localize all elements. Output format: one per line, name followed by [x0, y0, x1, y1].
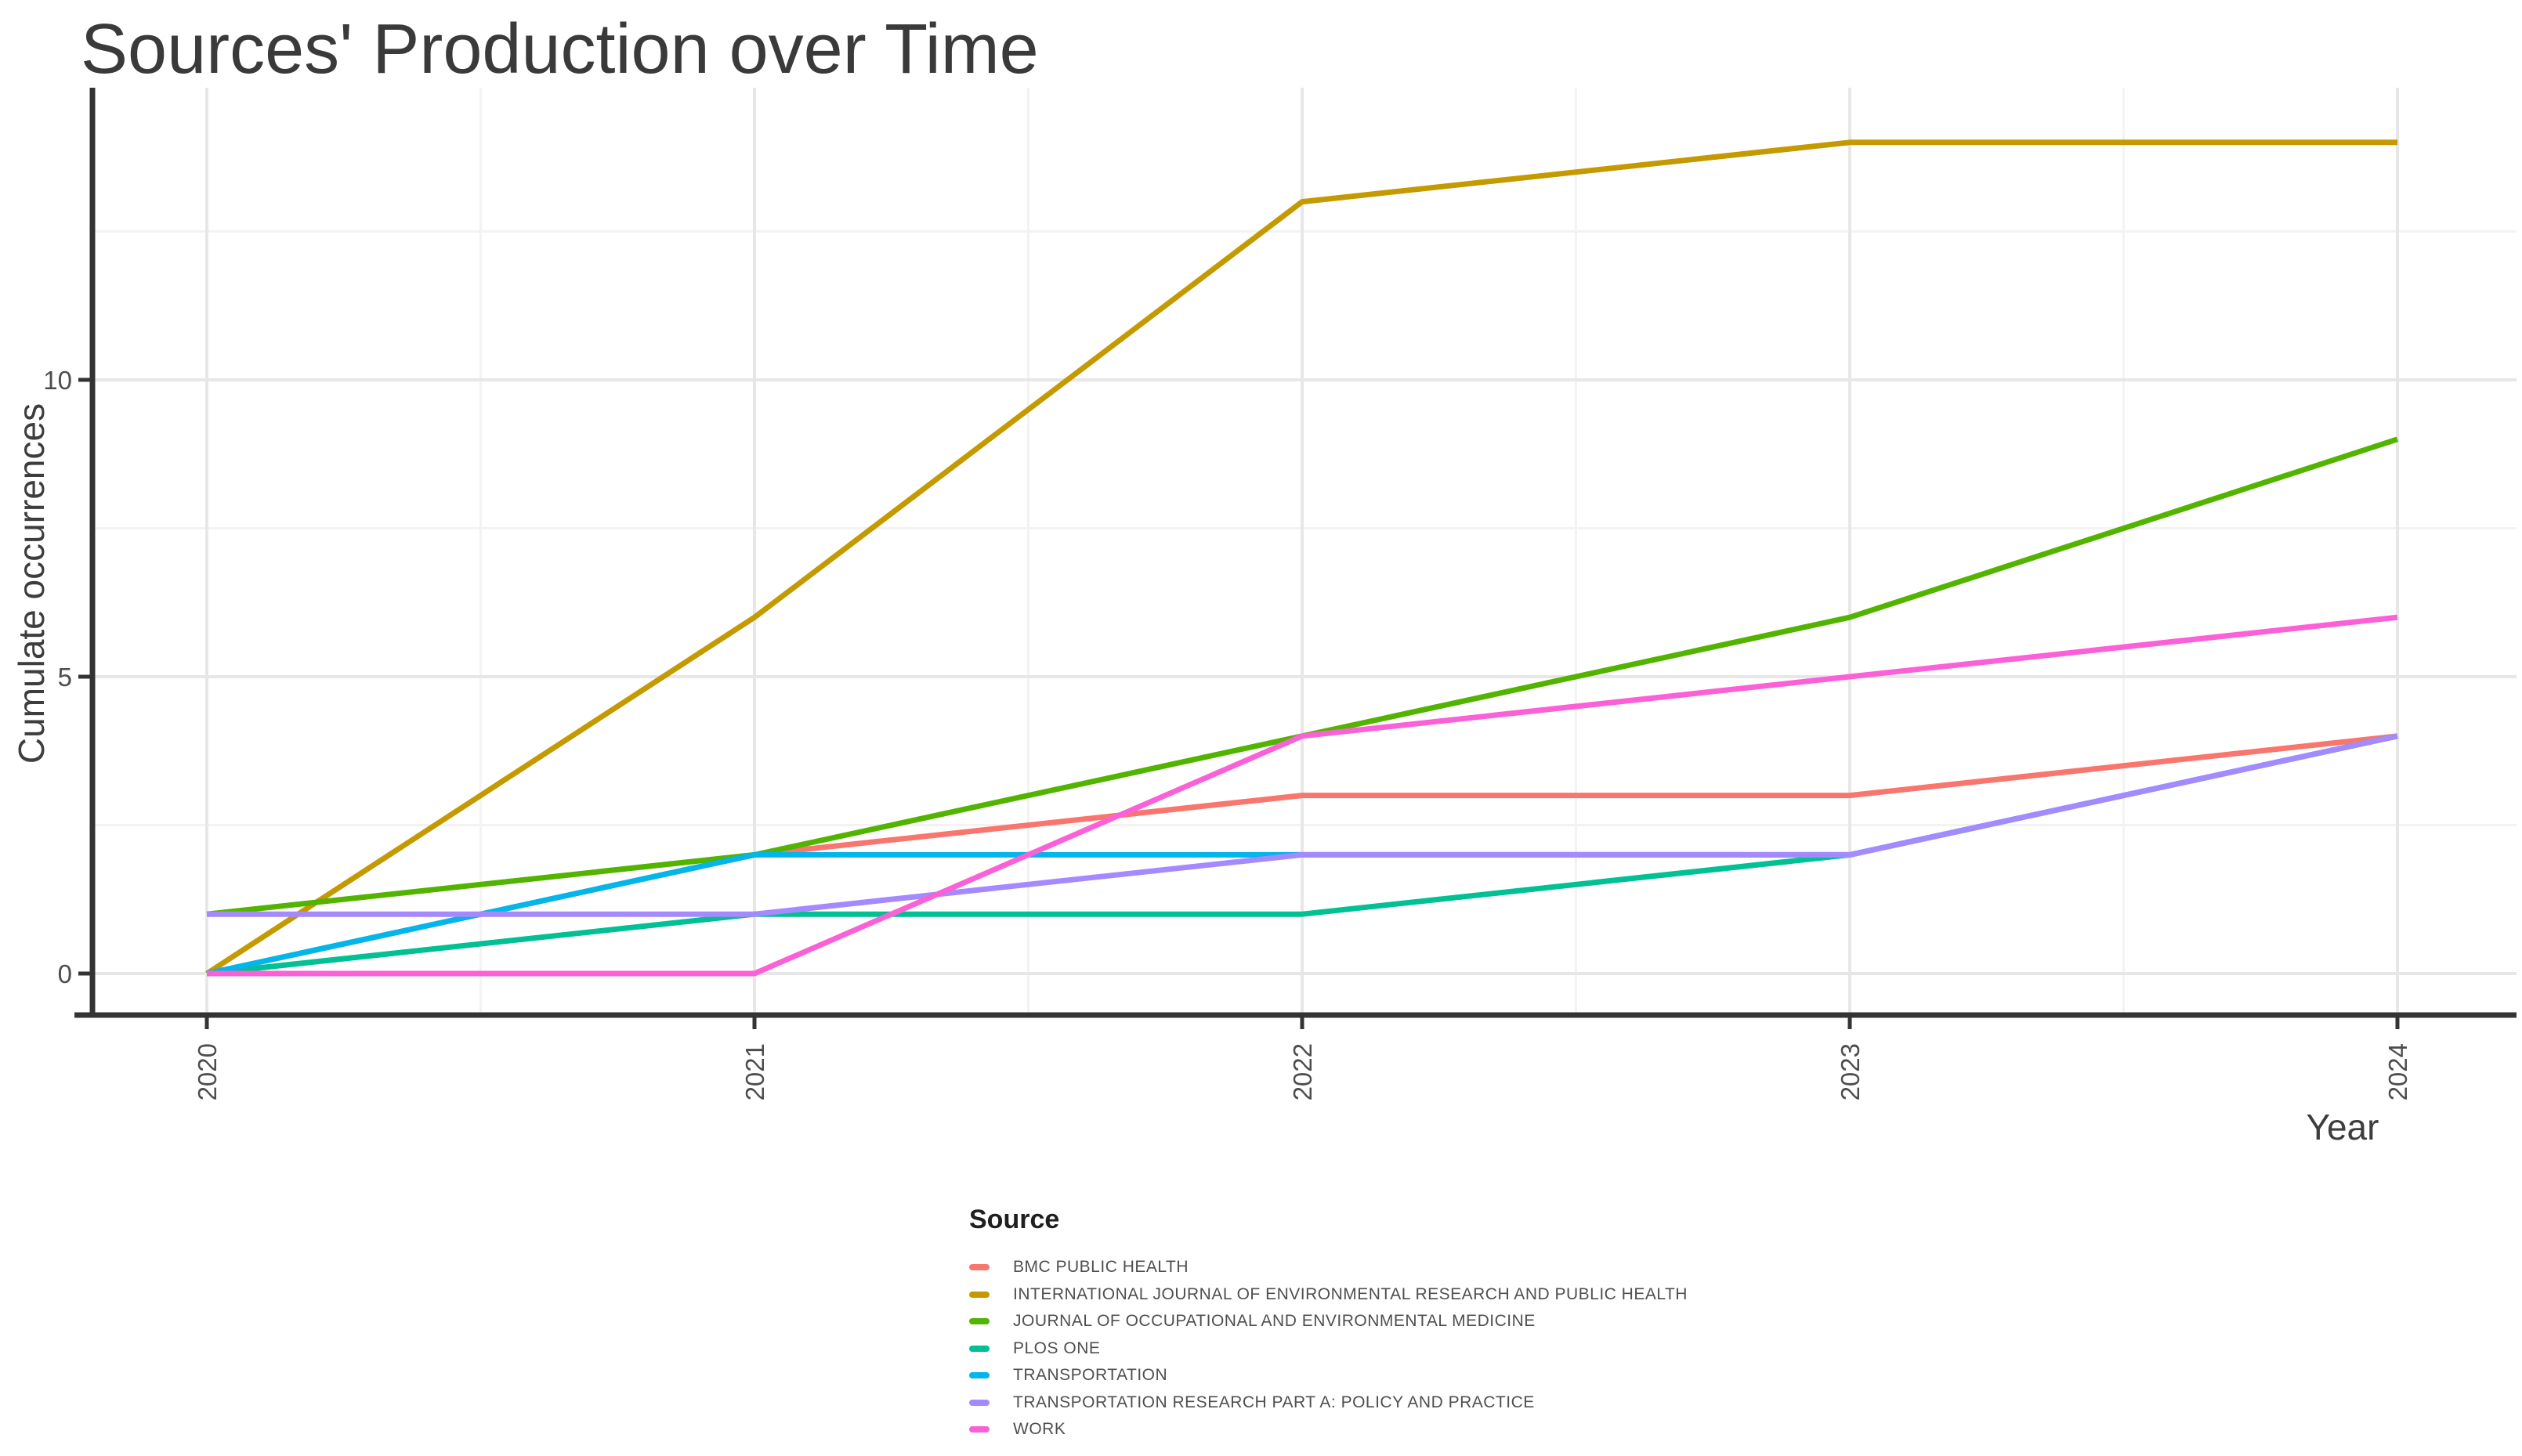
- legend-key-line-icon: [969, 1291, 990, 1298]
- series-lines: [205, 139, 2399, 977]
- legend-item-2: JOURNAL OF OCCUPATIONAL AND ENVIRONMENTA…: [969, 1308, 1688, 1335]
- chart-title: Sources' Production over Time: [81, 10, 1039, 89]
- x-tick-label: 2022: [1288, 1043, 1317, 1100]
- legend-item-label: INTERNATIONAL JOURNAL OF ENVIRONMENTAL R…: [1013, 1284, 1688, 1303]
- series-line-5: [207, 733, 2398, 917]
- legend-key-line-icon: [969, 1318, 990, 1325]
- x-tick-label: 2020: [193, 1043, 222, 1100]
- y-tick-label: 5: [58, 663, 72, 692]
- legend-item-1: INTERNATIONAL JOURNAL OF ENVIRONMENTAL R…: [969, 1281, 1688, 1309]
- legend-item-label: JOURNAL OF OCCUPATIONAL AND ENVIRONMENTA…: [1013, 1312, 1536, 1331]
- x-tick-label: 2021: [740, 1043, 769, 1100]
- y-tick-label: 0: [58, 959, 72, 988]
- legend-key-line-icon: [969, 1372, 990, 1379]
- legend-item-3: PLOS ONE: [969, 1335, 1688, 1363]
- y-tick-label: 10: [43, 366, 72, 395]
- series-line-6: [207, 614, 2398, 977]
- legend-item-label: BMC PUBLIC HEALTH: [1013, 1258, 1189, 1277]
- x-tick-label: 2024: [2383, 1043, 2412, 1100]
- legend: Source BMC PUBLIC HEALTH INTERNATIONAL JO…: [969, 1205, 1688, 1443]
- legend-title: Source: [969, 1205, 1060, 1234]
- legend-item-label: WORK: [1013, 1420, 1066, 1439]
- gridlines-major: [92, 88, 2517, 1015]
- legend-item-5: TRANSPORTATION RESEARCH PART A: POLICY A…: [969, 1389, 1688, 1417]
- x-tick-label: 2023: [1836, 1043, 1865, 1100]
- legend-key-line-icon: [969, 1399, 990, 1406]
- legend-item-label: PLOS ONE: [1013, 1339, 1101, 1357]
- legend-key-line-icon: [969, 1426, 990, 1433]
- legend-item-0: BMC PUBLIC HEALTH: [969, 1254, 1688, 1281]
- series-line-1: [205, 139, 2397, 976]
- y-axis-title: Cumulate occurrences: [11, 403, 52, 764]
- legend-key-line-icon: [969, 1264, 990, 1271]
- gridlines-minor: [92, 88, 2517, 1015]
- axis-lines: [74, 88, 2517, 1018]
- axis-ticks-and-labels: 0 5 10 2020 2021 2022 2023 2024: [43, 366, 2412, 1100]
- legend-items: BMC PUBLIC HEALTH INTERNATIONAL JOURNAL O…: [969, 1254, 1688, 1443]
- legend-item-6: WORK: [969, 1416, 1688, 1443]
- legend-item-4: TRANSPORTATION: [969, 1362, 1688, 1389]
- legend-item-label: TRANSPORTATION: [1013, 1366, 1168, 1385]
- legend-key-line-icon: [969, 1345, 990, 1352]
- x-axis-title: Year: [2306, 1107, 2379, 1147]
- legend-item-label: TRANSPORTATION RESEARCH PART A: POLICY A…: [1013, 1393, 1535, 1411]
